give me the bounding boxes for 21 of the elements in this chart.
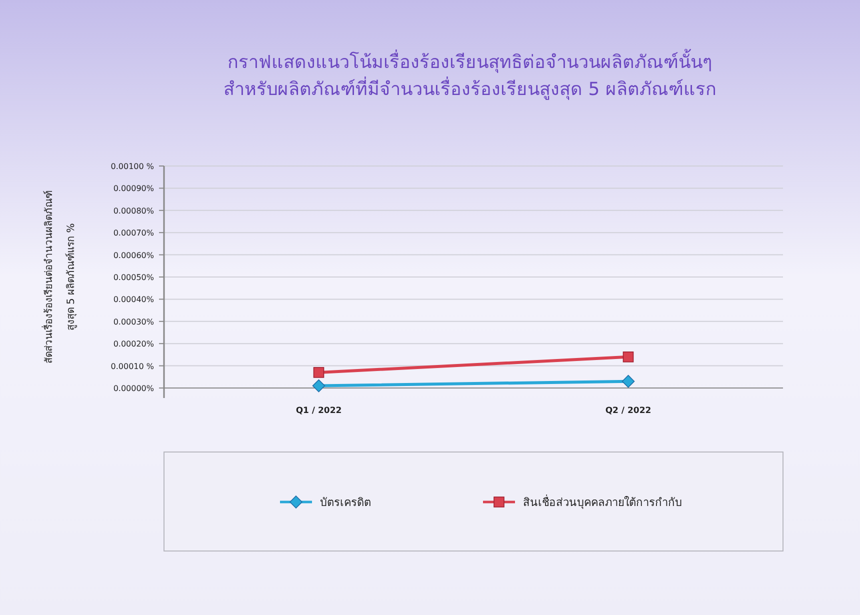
point <box>312 379 326 392</box>
y-tick-label: 0.00050% <box>113 273 154 282</box>
y-tick-label: 0.00090% <box>113 184 154 194</box>
y-axis-title: สัดส่วนเรื่องร้องเรียนต่อจำนวนผลิตภัณฑ์ สูงสุด 5 ผลิตภัณฑ์แรก % <box>41 190 77 364</box>
x-tick-label: Q2 / 2022 <box>605 406 652 416</box>
y-tick-label: 0.00010 % <box>110 362 154 371</box>
legend-label: สินเชื่อส่วนบุคคลภายใต้การกำกับ <box>523 494 682 509</box>
y-tick-label: 0.00070% <box>113 228 154 238</box>
point <box>622 374 635 388</box>
y-tick-label: 0.00030% <box>113 317 154 326</box>
y-tick-label: 0.00100 % <box>110 162 154 171</box>
point <box>622 352 634 362</box>
y-tick-label: 0.00020% <box>113 340 154 349</box>
y-tick-label: 0.00060% <box>113 250 154 260</box>
legend-label: บัตรเครดิต <box>320 496 371 509</box>
y-tick-label: 0.00040% <box>113 295 154 304</box>
y-tick-label: 0.00000% <box>113 384 154 393</box>
x-tick-label: Q1 / 2022 <box>296 406 342 416</box>
chart-title: กราฟแสดงแนวโน้มเรื่องร้องเรียนสุทธิต่อจำนวนผลิตภัณฑ์นั้นๆ สำหรับผลิตภัณฑ์ที่มีจำนวนเรื่องร้องเรียนสูงสุด 5 ผลิตภัณฑ์แรก <box>224 49 716 100</box>
y-tick-label: 0.00080% <box>113 206 154 216</box>
point <box>313 367 324 378</box>
